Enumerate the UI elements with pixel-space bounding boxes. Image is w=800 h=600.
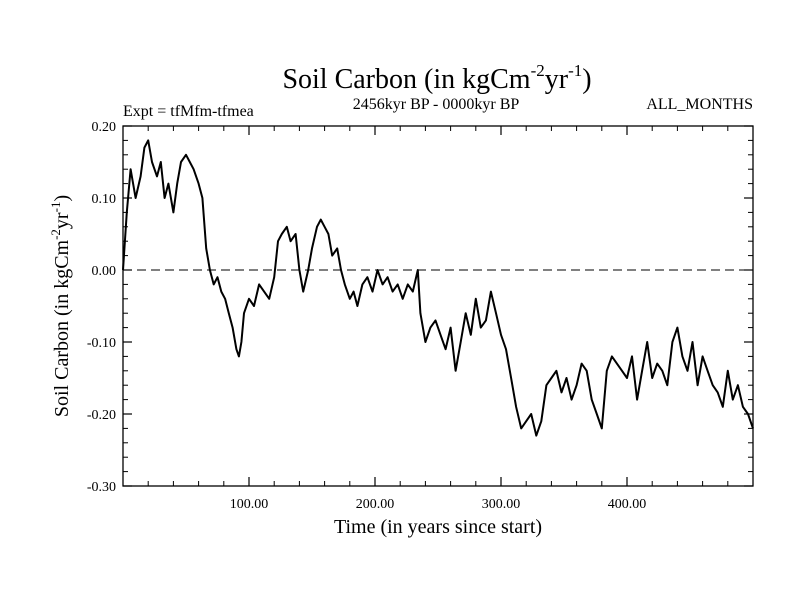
y-axis-label-main: Soil Carbon (in kgCm <box>51 239 73 417</box>
y-axis-label-mid: yr <box>51 212 73 229</box>
chart-title-exp1: -2 <box>531 61 545 80</box>
time-range-label: 2456kyr BP - 0000kyr BP <box>353 96 520 113</box>
y-axis-label: Soil Carbon (in kgCm-2yr-1) <box>48 195 73 417</box>
x-tick-label: 200.00 <box>356 497 395 512</box>
x-tick-labels: 100.00 200.00 300.00 400.00 <box>230 497 647 512</box>
x-tick-label: 300.00 <box>482 497 521 512</box>
y-tick-label: 0.20 <box>92 120 117 135</box>
y-tick-label: 0.10 <box>92 192 117 207</box>
months-label: ALL_MONTHS <box>646 96 753 113</box>
plot-frame <box>122 125 754 487</box>
axis-ticks <box>123 125 753 487</box>
x-tick-label: 100.00 <box>230 497 269 512</box>
chart-title-mid: yr <box>545 64 569 95</box>
x-tick-label: 400.00 <box>608 497 647 512</box>
y-tick-label: -0.10 <box>87 336 116 351</box>
y-tick-label: -0.20 <box>87 408 116 423</box>
experiment-label: Expt = tfMfm-tfmea <box>123 103 254 120</box>
y-axis-label-close: ) <box>51 195 73 202</box>
chart-title: Soil Carbon (in kgCm-2yr-1) <box>282 61 591 95</box>
y-tick-label: 0.00 <box>92 264 117 279</box>
x-axis-label: Time (in years since start) <box>334 516 542 538</box>
chart-title-main: Soil Carbon (in kgCm <box>282 64 530 95</box>
y-axis-label-exp2: -1 <box>48 202 63 213</box>
y-axis-label-exp1: -2 <box>48 229 63 240</box>
chart-title-exp2: -1 <box>568 61 582 80</box>
soil-carbon-series-line <box>122 139 754 437</box>
y-tick-labels: 0.20 0.10 0.00 -0.10 -0.20 -0.30 <box>87 120 116 495</box>
y-tick-label: -0.30 <box>87 480 116 495</box>
chart-title-close: ) <box>582 64 591 95</box>
